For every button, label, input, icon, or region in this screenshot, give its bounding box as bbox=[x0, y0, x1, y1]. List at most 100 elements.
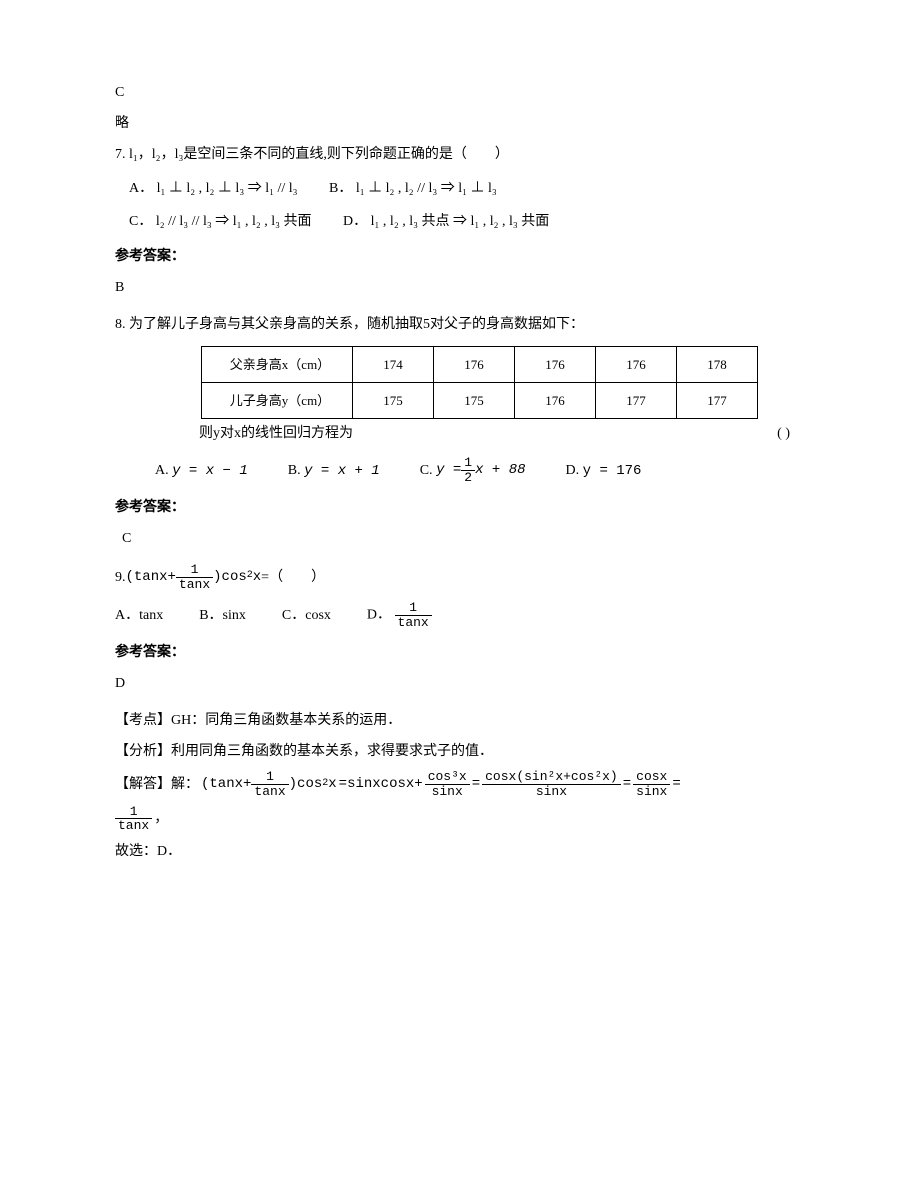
eq-sep: = bbox=[472, 772, 480, 797]
q9-option-c: C．cosx bbox=[282, 603, 331, 628]
q8-option-c: C. y = 1 2 x + 88 bbox=[420, 456, 526, 484]
prev-explain: 略 bbox=[115, 111, 820, 136]
comma: ， bbox=[161, 147, 175, 162]
opt-label: B. bbox=[288, 463, 301, 478]
q7-var2: l₂ bbox=[152, 147, 161, 162]
opt-label: C． bbox=[129, 214, 152, 229]
frac-num: 1 bbox=[251, 770, 288, 785]
opt-content: y = x − 1 bbox=[172, 463, 248, 479]
opt-content: y = 176 bbox=[583, 463, 642, 479]
q9-option-b: B．sinx bbox=[199, 603, 246, 628]
q8-data-table: 父亲身高x（cm） 174 176 176 176 178 儿子身高y（cm） … bbox=[201, 346, 758, 420]
frac-den: sinx bbox=[633, 785, 670, 799]
frac-den: sinx bbox=[482, 785, 621, 799]
q8-answer-label: 参考答案： bbox=[115, 495, 820, 520]
frac-num: cos³x bbox=[425, 770, 470, 785]
q7-answer: B bbox=[115, 275, 820, 300]
expr-sup: 2 bbox=[247, 567, 253, 585]
expr-var: x bbox=[253, 565, 261, 590]
cell: 175 bbox=[353, 382, 434, 418]
q9-kaodian: 【考点】GH：同角三角函数基本关系的运用． bbox=[115, 708, 820, 733]
q9-option-a: A．tanx bbox=[115, 603, 163, 628]
q9-solution: 【解答】解： (tanx+ 1 tanx )cos2x =sinxcosx+ c… bbox=[115, 770, 820, 798]
cell: 176 bbox=[434, 346, 515, 382]
opt-content: l₁ ⊥ l₂ , l₂ // l₃ ⇒ l₁ ⊥ l₃ bbox=[356, 181, 497, 196]
cell: 174 bbox=[353, 346, 434, 382]
q8-reg-text: 则y对x的线性回归方程为 bbox=[199, 421, 353, 446]
q9-expression: (tanx+ 1 tanx )cos2x bbox=[126, 563, 262, 591]
expr-close: )cos bbox=[213, 565, 247, 590]
frac-num: 1 bbox=[461, 456, 475, 471]
eq-sep-2: = bbox=[623, 772, 631, 797]
prev-answer-letter: C bbox=[115, 80, 820, 105]
row2-header: 儿子身高y（cm） bbox=[202, 382, 353, 418]
opt-content-post: l₁ , l₂ , l₃ 共面 bbox=[470, 214, 549, 229]
frac-den: 2 bbox=[461, 471, 475, 485]
opt-label: D． bbox=[367, 608, 391, 623]
frac-num: 1 bbox=[176, 563, 213, 578]
eq-sep-3: = bbox=[672, 772, 680, 797]
q9-fenxi: 【分析】利用同角三角函数的基本关系，求得要求式子的值． bbox=[115, 739, 820, 764]
frac-den: tanx bbox=[176, 578, 213, 592]
f5-tail: ， bbox=[154, 806, 168, 831]
fraction-5: 1 tanx bbox=[115, 805, 152, 833]
fraction: 1 2 bbox=[461, 456, 475, 484]
q7-var1: l₁ bbox=[129, 147, 138, 162]
q8-options: A. y = x − 1 B. y = x + 1 C. y = 1 2 x +… bbox=[155, 456, 820, 484]
y-eq: y = bbox=[436, 458, 461, 483]
q7-option-c: C． l₂ // l₃ // l₃ ⇒ l₁ , l₂ , l₃ 共面 bbox=[129, 209, 312, 234]
table-row: 父亲身高x（cm） 174 176 176 176 178 bbox=[202, 346, 758, 382]
e-var: x bbox=[328, 772, 336, 797]
fraction: 1 tanx bbox=[176, 563, 213, 591]
q7-answer-label: 参考答案： bbox=[115, 244, 820, 269]
opt-content-post: l₁ , l₂ , l₃ 共面 bbox=[233, 214, 312, 229]
row1-header: 父亲身高x（cm） bbox=[202, 346, 353, 382]
opt-label: A． bbox=[129, 181, 153, 196]
frac-den: tanx bbox=[395, 616, 432, 630]
frac-num: cosx(sin²x+cos²x) bbox=[482, 770, 621, 785]
q7-number: 7. bbox=[115, 147, 129, 162]
frac-num: cosx bbox=[633, 770, 670, 785]
opt-label: D． bbox=[343, 214, 367, 229]
cell: 178 bbox=[677, 346, 758, 382]
opt-content: y = x + 1 bbox=[304, 463, 380, 479]
q9-answer-label: 参考答案： bbox=[115, 640, 820, 665]
q7-option-b: B． l₁ ⊥ l₂ , l₂ // l₃ ⇒ l₁ ⊥ l₃ bbox=[329, 176, 497, 201]
e-close: )cos bbox=[289, 772, 323, 797]
frac-den: tanx bbox=[115, 819, 152, 833]
sol-after-1: =sinxcosx+ bbox=[339, 772, 423, 797]
opt-label: B． bbox=[329, 181, 352, 196]
cell: 176 bbox=[515, 346, 596, 382]
opt-label: A. bbox=[155, 463, 169, 478]
sol-expr-1: (tanx+ 1 tanx )cos2x bbox=[201, 770, 337, 798]
q9-number: 9. bbox=[115, 565, 126, 590]
cell: 176 bbox=[515, 382, 596, 418]
q9-option-d: D． 1 tanx bbox=[367, 601, 432, 629]
q9-stem: 9. (tanx+ 1 tanx )cos2x =（ ） bbox=[115, 563, 820, 591]
opt-rest: x + 88 bbox=[475, 458, 525, 483]
q8-option-d: D. y = 176 bbox=[566, 458, 642, 484]
e-sup: 2 bbox=[322, 775, 328, 793]
opt-content-pre: l₁ , l₂ , l₃ 共点 ⇒ bbox=[371, 214, 467, 229]
frac-num: 1 bbox=[115, 805, 152, 820]
opt-label: C. bbox=[420, 458, 433, 483]
q9-solution-line2: 1 tanx ， bbox=[115, 805, 820, 833]
cell: 177 bbox=[596, 382, 677, 418]
fraction-2: cos³x sinx bbox=[425, 770, 470, 798]
q9-answer: D bbox=[115, 671, 820, 696]
frac-den: sinx bbox=[425, 785, 470, 799]
fraction: 1 tanx bbox=[395, 601, 432, 629]
q8-paren: ( ) bbox=[777, 421, 790, 446]
q9-options: A．tanx B．sinx C．cosx D． 1 tanx bbox=[115, 601, 820, 629]
fraction: 1 tanx bbox=[251, 770, 288, 798]
expr-open: (tanx+ bbox=[126, 565, 176, 590]
e-open: (tanx+ bbox=[201, 772, 251, 797]
q7-suffix: 是空间三条不同的直线,则下列命题正确的是（ ） bbox=[183, 147, 509, 162]
q9-tail: =（ ） bbox=[261, 565, 325, 590]
q7-options-row-2: C． l₂ // l₃ // l₃ ⇒ l₁ , l₂ , l₃ 共面 D． l… bbox=[129, 209, 820, 234]
fraction-3: cosx(sin²x+cos²x) sinx bbox=[482, 770, 621, 798]
opt-content: l₁ ⊥ l₂ , l₂ ⊥ l₃ ⇒ l₁ // l₃ bbox=[157, 181, 298, 196]
q9-final: 故选：D． bbox=[115, 839, 820, 864]
q7-option-d: D． l₁ , l₂ , l₃ 共点 ⇒ l₁ , l₂ , l₃ 共面 bbox=[343, 209, 549, 234]
cell: 175 bbox=[434, 382, 515, 418]
